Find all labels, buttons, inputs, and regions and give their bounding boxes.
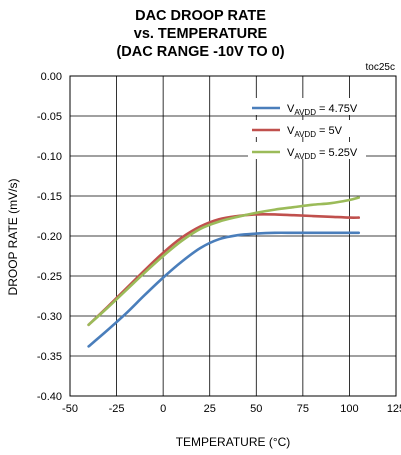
- x-tick-label: 25: [204, 403, 216, 415]
- chart-title-line-3: (DAC RANGE -10V TO 0): [116, 44, 285, 60]
- series-line-1: [87, 231, 361, 348]
- legend-entry-background: [248, 120, 366, 137]
- legend-label: VAVDD = 4.75V: [287, 103, 358, 117]
- y-axis-label: DROOP RATE (mV/s): [6, 179, 20, 296]
- series-line-2: [87, 212, 361, 327]
- y-tick-label: -0.30: [37, 311, 62, 323]
- chart-title-line-2: vs. TEMPERATURE: [133, 26, 268, 42]
- x-tick-label: 125: [387, 403, 401, 415]
- series-line-3: [87, 196, 361, 327]
- y-tick-label: -0.10: [37, 151, 62, 163]
- x-tick-label: -25: [109, 403, 125, 415]
- y-tick-labels: 0.00 -0.05 -0.10 -0.15 -0.20 -0.25 -0.30 -0.35 -…: [37, 71, 62, 403]
- y-tick-label: -0.15: [37, 191, 62, 203]
- figure-code-label: toc25c: [365, 62, 395, 73]
- y-tick-label: 0.00: [41, 71, 62, 83]
- x-tick-labels: -50 -25 0 25 50 75 100 125: [62, 403, 401, 415]
- y-tick-label: -0.25: [37, 271, 62, 283]
- x-axis-label: TEMPERATURE (°C): [176, 435, 291, 449]
- x-tick-label: 50: [250, 403, 262, 415]
- plot-frame: [69, 75, 397, 397]
- x-tick-label: 0: [160, 403, 166, 415]
- y-tick-label: -0.20: [37, 231, 62, 243]
- x-tick-label: 100: [340, 403, 358, 415]
- y-tick-label: -0.35: [37, 351, 62, 363]
- legend-label: VAVDD = 5.25V: [287, 147, 358, 161]
- series-lines: [87, 196, 361, 348]
- y-tick-label: -0.40: [37, 391, 62, 403]
- chart-title-line-1: DAC DROOP RATE: [135, 8, 266, 24]
- legend: VAVDD = 4.75V VAVDD = 5V VAVDD = 5.25V: [248, 98, 366, 161]
- legend-entry-background: [248, 142, 366, 159]
- x-tick-label: 75: [297, 403, 309, 415]
- y-tick-label: -0.05: [37, 111, 62, 123]
- legend-entry-background: [248, 98, 366, 115]
- x-tick-label: -50: [62, 403, 78, 415]
- legend-label: VAVDD = 5V: [287, 125, 343, 139]
